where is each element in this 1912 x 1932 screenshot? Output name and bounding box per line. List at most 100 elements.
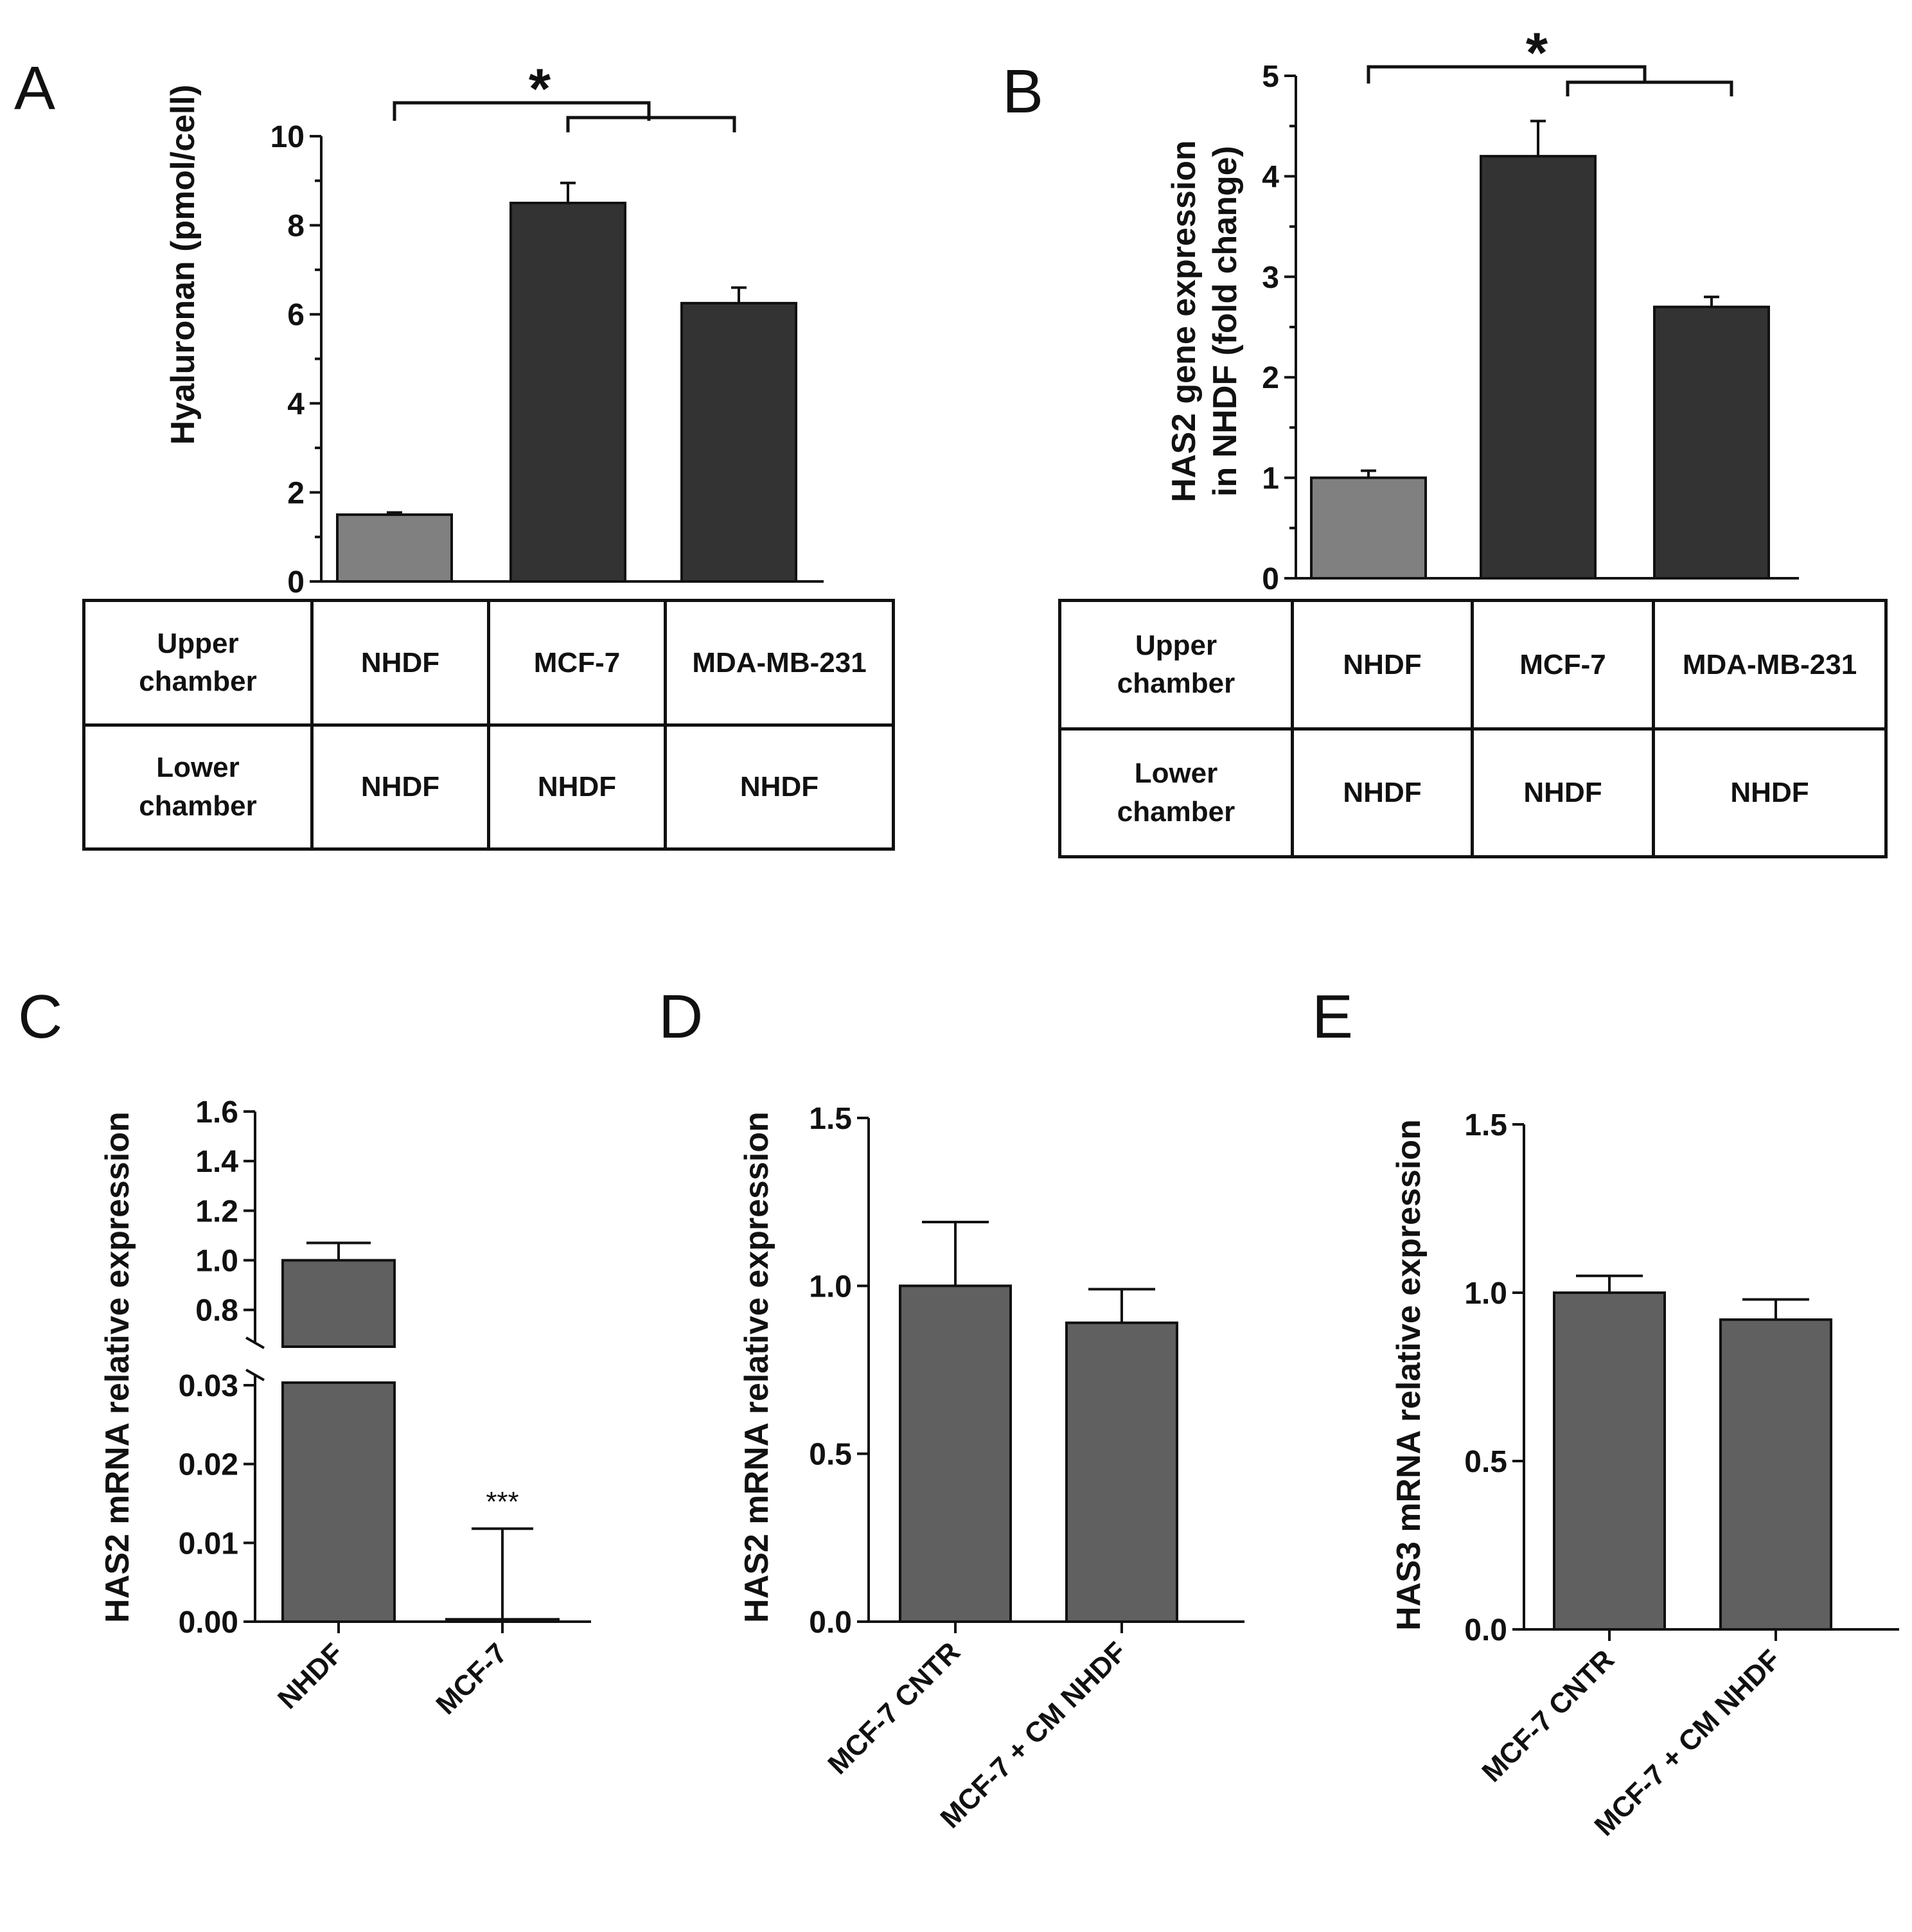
bar-1 [445, 1618, 560, 1624]
y-tick-label: 10 [270, 120, 305, 154]
chart-e: 0.0 0.5 1.0 1.5 HAS3 mRNA relative expressio… [1390, 1108, 1899, 1842]
table-cell: NHDF [1291, 599, 1474, 731]
y-tick-label: 0.5 [1464, 1445, 1507, 1479]
table-cell: NHDF [1291, 727, 1474, 858]
y-tick-label: 1.5 [809, 1102, 852, 1136]
table-cell: NHDF [310, 599, 490, 727]
y-tick-label: 0.01 [179, 1527, 238, 1561]
bar-1 [509, 201, 626, 583]
significance-bracket [393, 101, 736, 132]
bar-0 [1310, 476, 1427, 580]
significance-marker: * [1526, 21, 1548, 84]
row-label-upper-chamber: Upper chamber [1058, 599, 1294, 731]
condition-table-b: Upper chamber NHDF MCF-7 MDA-MB-231 Lowe… [1058, 599, 1888, 858]
y-axis-label: HAS2 gene expression [1165, 140, 1203, 502]
bar-0 [281, 1259, 396, 1348]
bar-0-lower [281, 1381, 396, 1623]
table-cell: MDA-MB-231 [1652, 599, 1888, 731]
table-cell: MDA-MB-231 [664, 599, 895, 727]
row-label-line: chamber [139, 790, 257, 822]
y-axis-label: Hyaluronan (pmol/cell) [164, 85, 202, 445]
y-tick-label: 4 [287, 387, 305, 421]
y-tick-label: 0 [287, 565, 305, 599]
row-label-line: Upper [1135, 629, 1217, 661]
panel-letter-c: C [18, 982, 62, 1051]
bar-2 [680, 301, 797, 583]
row-label-lower-chamber: Lower chamber [1058, 727, 1294, 858]
table-row-lower: Lower chamber NHDF NHDF NHDF [1058, 727, 1888, 858]
y-tick-label: 0.5 [809, 1438, 852, 1472]
y-tick-label: 0.8 [195, 1294, 238, 1328]
y-tick-label: 0.03 [179, 1369, 238, 1403]
condition-table-a: Upper chamber NHDF MCF-7 MDA-MB-231 Lowe… [82, 599, 895, 851]
category-label: MCF-7 + CM NHDF [1588, 1644, 1787, 1842]
table-row-upper: Upper chamber NHDF MCF-7 MDA-MB-231 [82, 599, 895, 727]
y-tick-label: 0.0 [1464, 1613, 1507, 1647]
y-tick-label: 3 [1262, 261, 1279, 295]
y-tick-label: 0.0 [809, 1606, 852, 1640]
bar-1 [1065, 1321, 1178, 1623]
category-label: MCF-7 CNTR [822, 1636, 966, 1780]
table-cell: NHDF [310, 723, 490, 851]
y-tick-label: 0.00 [179, 1606, 238, 1640]
row-label-upper-chamber: Upper chamber [82, 599, 314, 727]
y-tick-label: 1.0 [195, 1245, 238, 1279]
bar-1 [1480, 155, 1597, 580]
y-tick-label: 0 [1262, 562, 1279, 596]
table-cell: NHDF [664, 723, 895, 851]
category-label: NHDF [272, 1637, 350, 1715]
y-axis-label: HAS2 mRNA relative expression [99, 1112, 136, 1623]
table-cell: NHDF [1652, 727, 1888, 858]
y-axis-label: in NHDF (fold change) [1207, 146, 1244, 497]
significance-marker: *** [486, 1486, 518, 1518]
axis-break-mark [245, 1336, 265, 1381]
category-label: MCF-7 + CM NHDF [934, 1636, 1133, 1834]
bar-2 [1653, 305, 1770, 580]
panel-letter-b: B [1002, 57, 1043, 126]
y-tick-label: 5 [1262, 60, 1279, 94]
chart-c: 0.8 1.0 1.2 1.4 1.6 0.00 0.01 0.02 0.03 HAS2 mRNA… [99, 1095, 591, 1721]
y-tick-label: 2 [287, 476, 305, 510]
bar-0 [336, 513, 453, 583]
y-tick-label: 8 [287, 209, 305, 244]
table-row-upper: Upper chamber NHDF MCF-7 MDA-MB-231 [1058, 599, 1888, 731]
row-label-lower-chamber: Lower chamber [82, 723, 314, 851]
y-tick-label: 4 [1262, 160, 1279, 194]
y-axis-label: HAS2 mRNA relative expression [738, 1112, 775, 1623]
table-cell: MCF-7 [1471, 599, 1655, 731]
row-label-line: chamber [1117, 668, 1235, 700]
bar-1 [1719, 1318, 1832, 1631]
y-tick-label: 1.2 [195, 1194, 238, 1228]
table-cell: MCF-7 [487, 599, 667, 727]
y-tick-label: 0.02 [179, 1448, 238, 1482]
significance-bracket [1367, 65, 1733, 96]
y-tick-label: 1.0 [1464, 1277, 1507, 1311]
row-label-line: chamber [139, 666, 257, 698]
y-tick-label: 6 [287, 298, 305, 332]
panel-letter-e: E [1312, 982, 1353, 1051]
y-axis-label: HAS3 mRNA relative expression [1390, 1119, 1428, 1631]
y-tick-label: 1 [1262, 462, 1279, 496]
panel-letter-a: A [14, 54, 55, 123]
chart-a: 0 2 4 6 8 10 Hyaluronan (pmol/cell) * [164, 57, 824, 599]
row-label-line: chamber [1117, 795, 1235, 828]
chart-b: 0 1 2 3 4 5 HAS2 gene expression in NHDF (fold … [1165, 21, 1799, 596]
row-label-line: Lower [1134, 758, 1218, 790]
table-cell: NHDF [1471, 727, 1655, 858]
y-tick-label: 1.0 [809, 1270, 852, 1304]
y-tick-label: 1.6 [195, 1095, 238, 1130]
y-tick-label: 2 [1262, 361, 1279, 395]
category-label: MCF-7 [430, 1637, 513, 1721]
category-label: MCF-7 CNTR [1476, 1644, 1620, 1788]
y-tick-label: 1.4 [195, 1145, 238, 1179]
row-label-line: Lower [156, 752, 240, 784]
row-label-line: Upper [157, 627, 239, 659]
bar-0 [1553, 1291, 1666, 1631]
table-cell: NHDF [487, 723, 667, 851]
chart-d: 0.0 0.5 1.0 1.5 HAS2 mRNA relative expressio… [738, 1102, 1244, 1834]
panel-letter-d: D [659, 982, 703, 1051]
bar-0 [899, 1284, 1012, 1624]
y-tick-label: 1.5 [1464, 1108, 1507, 1142]
significance-marker: * [529, 57, 551, 120]
